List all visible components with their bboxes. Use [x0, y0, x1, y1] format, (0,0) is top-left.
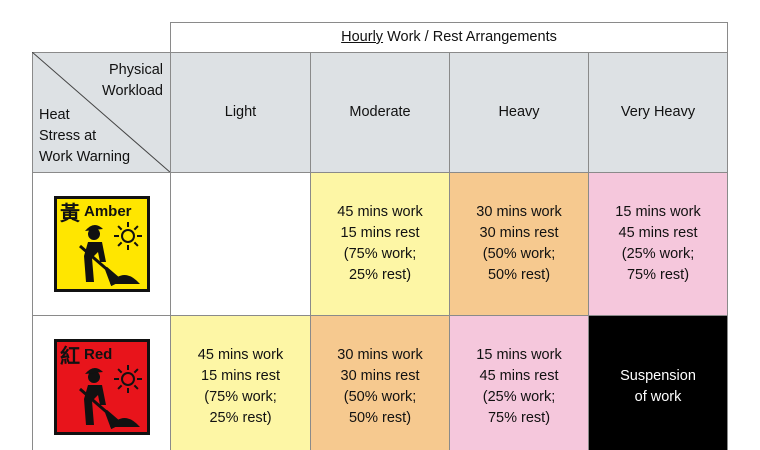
icon-ray	[116, 225, 122, 231]
corner-top: Physical Workload	[70, 60, 163, 102]
cell-line: 25% rest)	[209, 410, 272, 426]
data-cell: 15 mins work 45 mins rest (25% work; 75% re…	[588, 172, 728, 316]
column-header: Very Heavy	[588, 52, 728, 173]
icon-hat	[84, 367, 103, 374]
cell-line: 15 mins work	[615, 204, 701, 220]
cell-line: 45 mins rest	[479, 368, 559, 384]
corner-cell	[32, 52, 171, 173]
data-cell: 15 mins work 45 mins rest (25% work; 75% re…	[449, 315, 589, 450]
icon-label: Red	[84, 346, 112, 363]
corner-top-line: Workload	[102, 83, 163, 99]
data-cell	[170, 172, 311, 316]
cell-line: 45 mins work	[337, 204, 423, 220]
cell-line: 30 mins rest	[479, 225, 559, 241]
icon-hat	[84, 224, 103, 231]
cell-line: 75% rest)	[487, 410, 551, 426]
cell-line: 30 mins work	[476, 204, 562, 220]
icon-head	[87, 228, 100, 240]
icon-char: 黃	[60, 201, 80, 225]
warning-icon: 紅 Red	[53, 339, 150, 435]
icon-ray	[116, 384, 122, 390]
icon-mound	[109, 418, 140, 427]
row-header: 黃 Amber	[32, 172, 171, 316]
cell-line: 30 mins rest	[340, 368, 420, 384]
icon-char: 紅	[60, 344, 80, 368]
warning-icon: 黃 Amber	[53, 196, 150, 292]
column-header: Moderate	[310, 52, 450, 173]
data-cell: 45 mins work 15 mins rest (75% work; 25% re…	[170, 315, 311, 450]
icon-ray	[133, 384, 139, 390]
cell-line: (75% work;	[343, 246, 417, 262]
column-label: Heavy	[498, 104, 540, 120]
corner-bottom-line: Stress at	[39, 128, 97, 144]
cell-line: 30 mins work	[337, 347, 423, 363]
corner-top-line: Physical	[109, 62, 163, 78]
icon-ray	[133, 368, 139, 374]
cell-line: (25% work;	[621, 246, 695, 262]
cell-line: 75% rest)	[626, 267, 690, 283]
title-cell: Hourly Work / Rest Arrangements	[170, 22, 728, 53]
column-header: Light	[170, 52, 311, 173]
cell-line: (50% work;	[482, 246, 556, 262]
cell-line: 15 mins work	[476, 347, 562, 363]
corner-bottom-line: Heat	[39, 107, 70, 123]
cell-line: of work	[634, 389, 682, 405]
cell-line: (50% work;	[343, 389, 417, 405]
icon-body	[83, 385, 106, 425]
column-label: Light	[224, 104, 257, 120]
data-cell: 45 mins work 15 mins rest (75% work; 25% re…	[310, 172, 450, 316]
cell-line: 45 mins rest	[618, 225, 698, 241]
cell-line: 15 mins rest	[201, 368, 280, 384]
cell-line: 15 mins rest	[340, 225, 420, 241]
cell-line: Suspension	[620, 368, 696, 384]
data-cell: Suspension of work	[588, 315, 728, 450]
icon-ray	[133, 225, 139, 231]
title-text: Work / Rest Arrangements	[387, 29, 557, 45]
icon-mound	[109, 275, 140, 284]
icon-label: Amber	[84, 203, 132, 220]
data-cell: 30 mins work 30 mins rest (50% work; 50% re…	[310, 315, 450, 450]
cell-line: 50% rest)	[348, 410, 412, 426]
icon-ray	[116, 368, 122, 374]
corner-bottom-line: Work Warning	[39, 149, 131, 165]
title: Hourly Work / Rest Arrangements	[341, 27, 557, 48]
row-header: 紅 Red	[32, 315, 171, 450]
column-label: Very Heavy	[620, 104, 696, 120]
corner-bottom: Heat Stress at Work Warning	[39, 105, 159, 168]
icon-sun	[120, 229, 135, 243]
column-label: Moderate	[349, 104, 411, 120]
cell-line: 45 mins work	[197, 347, 284, 363]
cell-line: 50% rest)	[487, 267, 551, 283]
icon-sun	[120, 372, 135, 386]
icon-body	[83, 242, 106, 282]
corner-diagonal	[32, 52, 171, 173]
data-cell: 30 mins work 30 mins rest (50% work; 50% re…	[449, 172, 589, 316]
column-header: Heavy	[449, 52, 589, 173]
icon-head	[87, 371, 100, 383]
cell-line: (25% work;	[482, 389, 556, 405]
icon-ray	[116, 241, 122, 247]
icon-ray	[133, 241, 139, 247]
cell-line: 25% rest)	[348, 267, 412, 283]
title-underlined: Hourly	[341, 29, 384, 45]
cell-line: (75% work;	[204, 389, 277, 405]
